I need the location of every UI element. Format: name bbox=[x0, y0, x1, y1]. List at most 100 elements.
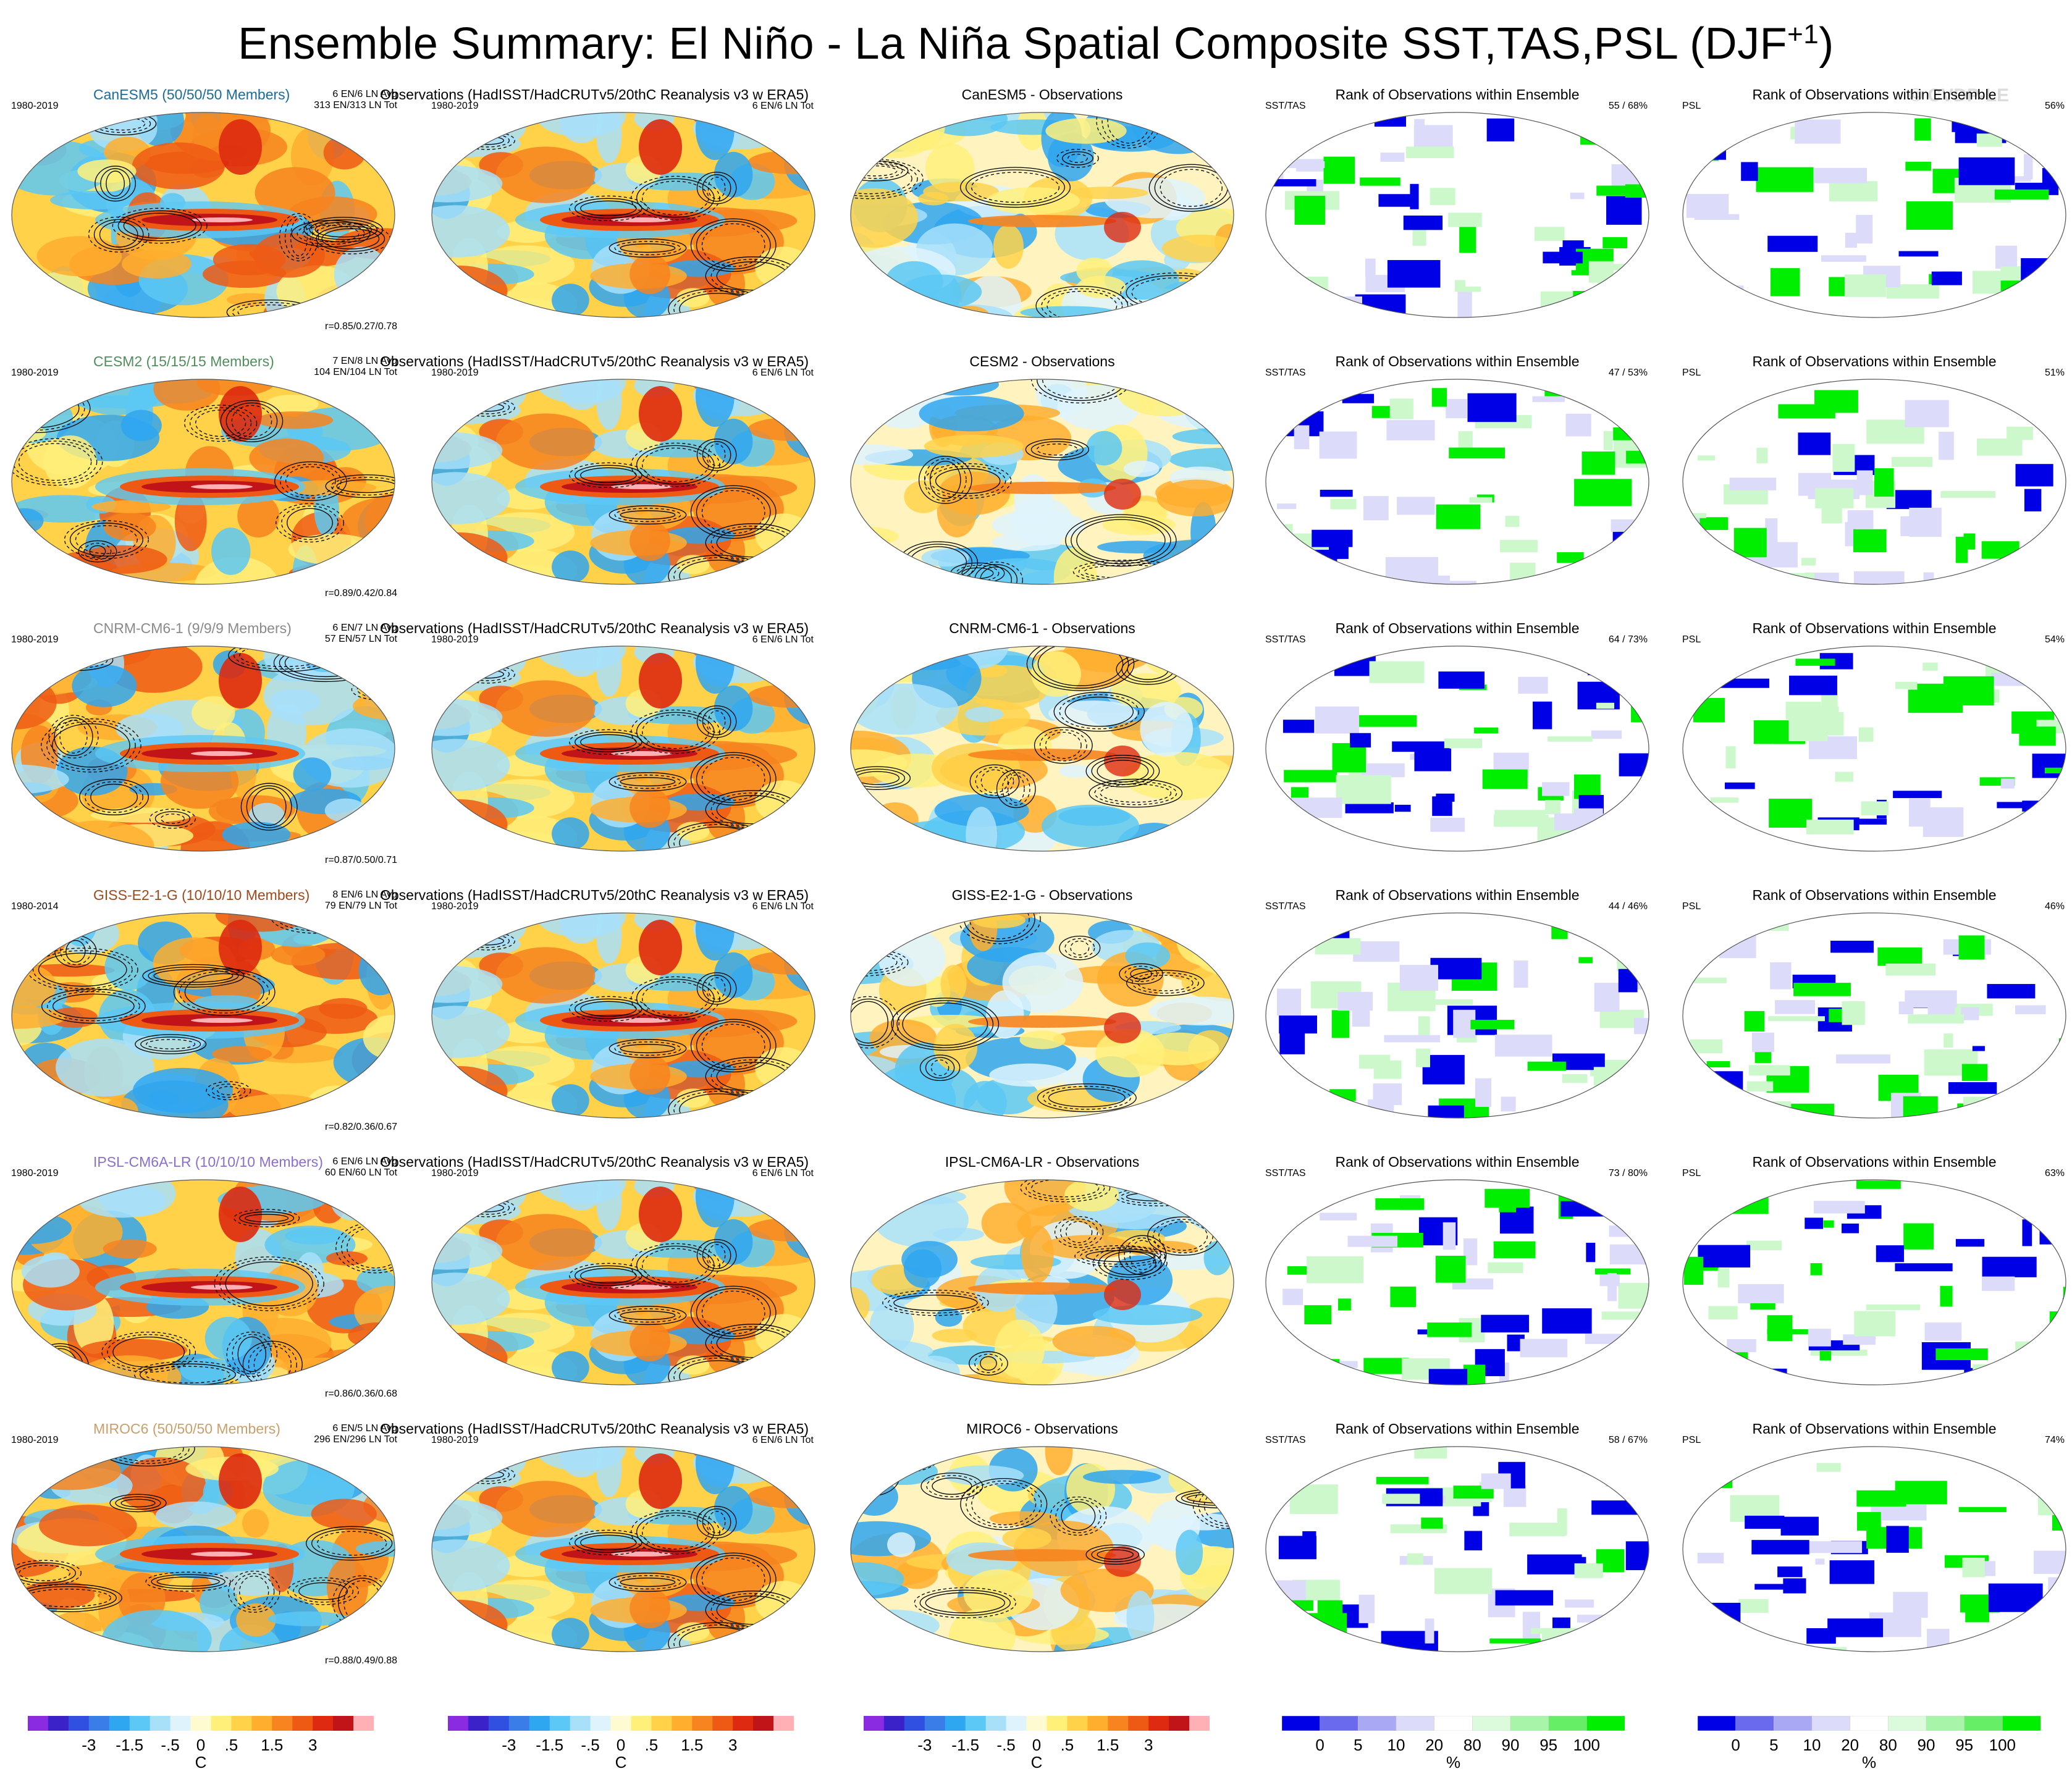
model-map bbox=[11, 1446, 395, 1652]
colorbar-tick-label: -3 bbox=[502, 1736, 516, 1754]
model-panel: GISS-E2-1-G (10/10/10 Members) 1980-2014 8… bbox=[9, 887, 397, 1132]
difference-title: GISS-E2-1-G - Observations bbox=[951, 887, 1133, 903]
colorbar-swatch bbox=[651, 1716, 672, 1731]
model-counts-avg: 6 EN/6 LN Avg bbox=[332, 89, 397, 99]
rank-sst-percent: 73 / 80% bbox=[1608, 1168, 1648, 1179]
colorbar-swatch bbox=[529, 1716, 550, 1731]
colorbar-tick-label: .5 bbox=[644, 1736, 659, 1754]
rank-sst-panel: Rank of Observations within Ensemble SST/… bbox=[1263, 620, 1651, 854]
rank-psl-map bbox=[1682, 379, 2066, 585]
rank-psl-label: PSL bbox=[1682, 901, 1701, 912]
rank-psl-percent: 46% bbox=[2044, 901, 2065, 912]
colorbar-tick-label: -3 bbox=[82, 1736, 96, 1754]
rank-psl-panel: Rank of Observations within Ensemble PSL 5… bbox=[1680, 353, 2068, 587]
colorbar-swatch bbox=[672, 1716, 693, 1731]
colorbar-swatch bbox=[753, 1716, 774, 1731]
observations-map bbox=[431, 1446, 815, 1652]
model-counts-tot: 296 EN/296 LN Tot bbox=[314, 1434, 397, 1445]
difference-title: MIROC6 - Observations bbox=[966, 1421, 1118, 1437]
rank-sst-percent: 47 / 53% bbox=[1608, 368, 1648, 378]
colorbar-tick-label: .5 bbox=[1060, 1736, 1074, 1754]
rank-psl-map bbox=[1682, 1179, 2066, 1385]
colorbar-swatch bbox=[1148, 1716, 1169, 1731]
model-title: GISS-E2-1-G (10/10/10 Members) bbox=[93, 887, 310, 903]
difference-map bbox=[850, 379, 1234, 585]
colorbar-swatch bbox=[924, 1716, 946, 1731]
colorbar-swatch bbox=[129, 1716, 151, 1731]
rank-sst-title: Rank of Observations within Ensemble bbox=[1335, 1154, 1580, 1170]
rank-psl-map bbox=[1682, 1446, 2066, 1652]
rank-colorbar-swatches bbox=[1697, 1715, 2041, 1731]
observations-counts: 6 EN/6 LN Tot bbox=[752, 368, 814, 378]
colorbar-swatch bbox=[1850, 1715, 1889, 1731]
rank-sst-label: SST/TAS bbox=[1265, 1435, 1306, 1445]
model-map bbox=[11, 1179, 395, 1385]
rank-sst-panel: Rank of Observations within Ensemble SST/… bbox=[1263, 86, 1651, 320]
colorbar-swatch bbox=[448, 1716, 469, 1731]
rank-psl-label: PSL bbox=[1682, 634, 1701, 645]
colorbar-swatch bbox=[488, 1716, 510, 1731]
rank-psl-percent: 56% bbox=[2044, 101, 2065, 111]
colorbar-swatch bbox=[1087, 1716, 1108, 1731]
rank-sst-map bbox=[1265, 379, 1649, 585]
model-counts-tot: 79 EN/79 LN Tot bbox=[324, 901, 397, 911]
colorbar-swatch bbox=[190, 1716, 211, 1731]
rank-psl-percent: 54% bbox=[2044, 634, 2065, 645]
colorbar-unit: % bbox=[1861, 1753, 1877, 1771]
rank-sst-title: Rank of Observations within Ensemble bbox=[1335, 620, 1580, 636]
colorbar-swatch bbox=[1774, 1715, 1813, 1731]
rank-sst-map bbox=[1265, 645, 1649, 852]
colorbar-swatch bbox=[28, 1716, 49, 1731]
difference-panel: CanESM5 - Observations bbox=[848, 86, 1236, 320]
colorbar-tick-label: -.5 bbox=[581, 1736, 600, 1754]
observations-counts: 6 EN/6 LN Tot bbox=[752, 101, 814, 111]
rank-sst-title: Rank of Observations within Ensemble bbox=[1335, 887, 1580, 903]
observations-panel: Observations (HadISST/HadCRUTv5/20thC Re… bbox=[380, 620, 817, 854]
rank-psl-panel: Rank of Observations within Ensemble PSL 5… bbox=[1680, 620, 2068, 854]
rank-sst-label: SST/TAS bbox=[1265, 901, 1306, 912]
colorbar-swatch bbox=[773, 1716, 794, 1731]
observations-panel: Observations (HadISST/HadCRUTv5/20thC Re… bbox=[380, 353, 817, 587]
rank-sst-panel: Rank of Observations within Ensemble SST/… bbox=[1263, 1154, 1651, 1387]
rank-sst-percent: 58 / 67% bbox=[1608, 1435, 1648, 1445]
rank-psl-title: Rank of Observations within Ensemble bbox=[1752, 1421, 1997, 1437]
colorbar-tick-label: -.5 bbox=[996, 1736, 1016, 1754]
difference-title: CanESM5 - Observations bbox=[961, 86, 1123, 103]
rank-psl-title: Rank of Observations within Ensemble bbox=[1752, 353, 1997, 369]
model-title: IPSL-CM6A-LR (10/10/10 Members) bbox=[93, 1154, 323, 1170]
colorbar-swatch bbox=[353, 1716, 374, 1731]
observations-period: 1980-2019 bbox=[431, 1435, 479, 1445]
observations-counts: 6 EN/6 LN Tot bbox=[752, 1435, 814, 1445]
rank-sst-panel: Rank of Observations within Ensemble SST/… bbox=[1263, 353, 1651, 587]
colorbar-tick-label: -1.5 bbox=[951, 1736, 980, 1754]
model-counts-tot: 104 EN/104 LN Tot bbox=[314, 367, 397, 377]
model-correlation: r=0.89/0.42/0.84 bbox=[325, 588, 397, 599]
colorbar-swatch bbox=[170, 1716, 192, 1731]
observations-map bbox=[431, 379, 815, 585]
colorbar-swatch bbox=[1320, 1715, 1359, 1731]
colorbar-swatch bbox=[1472, 1715, 1511, 1731]
colorbar-swatch bbox=[468, 1716, 489, 1731]
model-counts-avg: 6 EN/7 LN Avg bbox=[332, 623, 397, 633]
colorbar-swatch bbox=[1510, 1715, 1549, 1731]
model-period: 1980-2019 bbox=[11, 1168, 59, 1179]
model-title: CanESM5 (50/50/50 Members) bbox=[93, 86, 290, 103]
rank-psl-map bbox=[1682, 112, 2066, 318]
colorbar-unit: C bbox=[1030, 1753, 1043, 1771]
temperature-colorbar: -3 -1.5 -.5 0 .5 1.5 3 C bbox=[448, 1716, 794, 1771]
rank-psl-map bbox=[1682, 912, 2066, 1119]
model-panel: CNRM-CM6-1 (9/9/9 Members) 1980-2019 6 EN/… bbox=[9, 620, 397, 865]
observations-counts: 6 EN/6 LN Tot bbox=[752, 1168, 814, 1179]
rank-sst-title: Rank of Observations within Ensemble bbox=[1335, 1421, 1580, 1437]
model-correlation: r=0.85/0.27/0.78 bbox=[325, 321, 397, 332]
colorbar-tick-label: 0 bbox=[196, 1736, 206, 1754]
colorbar-swatch bbox=[1888, 1715, 1927, 1731]
observations-panel: Observations (HadISST/HadCRUTv5/20thC Re… bbox=[380, 1154, 817, 1387]
colorbar-swatch bbox=[1964, 1715, 2003, 1731]
observations-panel: Observations (HadISST/HadCRUTv5/20thC Re… bbox=[380, 1421, 817, 1654]
rank-sst-map bbox=[1265, 912, 1649, 1119]
colorbar-swatch bbox=[272, 1716, 293, 1731]
colorbar-tick-label: 0 bbox=[1731, 1736, 1740, 1754]
temperature-colorbar-swatches bbox=[28, 1716, 374, 1731]
colorbar-tick-label: 0 bbox=[1315, 1736, 1324, 1754]
